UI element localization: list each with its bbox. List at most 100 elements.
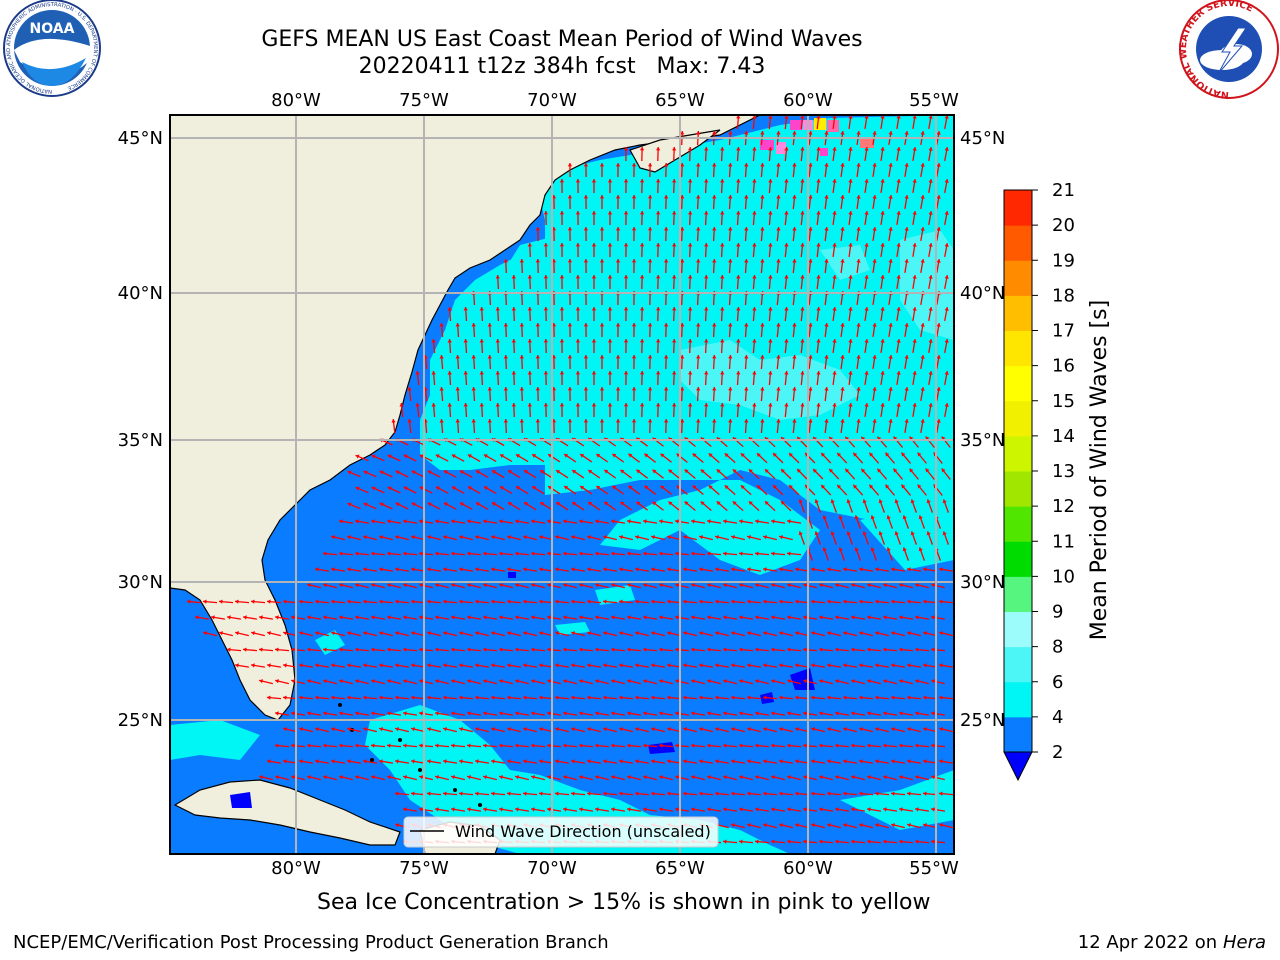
wind-wave-arrow-head (459, 695, 463, 700)
wind-wave-arrow-head (664, 195, 669, 199)
wind-wave-arrow-head (583, 355, 589, 359)
wind-wave-arrow-head (631, 323, 637, 327)
wind-wave-arrow-head (299, 663, 303, 668)
wind-wave-arrow-head (443, 727, 447, 732)
wind-wave-arrow-head (715, 567, 719, 572)
wind-wave-arrow-head (752, 275, 757, 279)
wind-wave-arrow-head (532, 454, 537, 458)
wind-wave-arrow-head (615, 227, 621, 231)
wind-wave-arrow-head (475, 470, 480, 475)
wind-wave-arrow-head (639, 371, 645, 375)
wind-wave-arrow-head (511, 403, 516, 407)
wind-wave-arrow-head (888, 163, 893, 167)
wind-wave-arrow-head (443, 631, 447, 636)
wind-wave-arrow-head (840, 419, 845, 423)
wind-wave-arrow-head (471, 355, 476, 359)
wind-wave-arrow-head (752, 307, 757, 311)
wind-wave-arrow-head (707, 583, 711, 588)
wind-wave-arrow-head (715, 663, 719, 668)
wind-wave-arrow-head (869, 484, 874, 489)
wind-wave-arrow-head (768, 179, 773, 183)
wind-wave-arrow-head (475, 759, 479, 764)
wind-wave-arrow-head (363, 663, 367, 668)
wind-wave-arrow-head (870, 547, 875, 552)
wind-wave-arrow-head (822, 547, 827, 552)
wind-wave-arrow-head (387, 454, 392, 459)
wind-wave-arrow-head (683, 631, 687, 636)
wind-wave-arrow-head (611, 807, 615, 812)
wind-wave-arrow-head (323, 551, 327, 556)
wind-wave-arrow-head (771, 743, 775, 748)
wind-wave-arrow-head (883, 711, 887, 716)
wind-wave-arrow-head (723, 615, 727, 620)
wind-wave-arrow-head (451, 551, 455, 556)
wind-wave-arrow-head (515, 679, 519, 684)
wind-wave-arrow-head (856, 323, 861, 327)
wind-wave-arrow-head (403, 551, 407, 556)
wind-wave-arrow-head (883, 775, 887, 780)
wind-wave-arrow-head (944, 403, 949, 407)
wind-wave-arrow-head (720, 275, 725, 279)
wind-wave-arrow-head (816, 179, 821, 183)
wind-wave-arrow-head (800, 243, 805, 247)
wind-wave-arrow-head (463, 371, 468, 375)
wind-wave-arrow-head (724, 485, 729, 490)
wind-wave-arrow-head (837, 484, 842, 489)
wind-wave-arrow-head (867, 775, 871, 780)
wind-wave-arrow-head (771, 551, 775, 556)
wind-wave-arrow-head (532, 486, 537, 490)
wind-wave-arrow-head (579, 743, 583, 748)
wind-wave-arrow-head (712, 387, 717, 391)
wind-wave-arrow-head (648, 419, 653, 423)
wind-wave-arrow-head (891, 695, 895, 700)
wind-wave-arrow-head (483, 551, 487, 556)
wind-wave-arrow-head (451, 583, 455, 588)
wind-wave-arrow-head (579, 519, 583, 524)
wind-wave-arrow-head (803, 647, 807, 652)
wind-wave-arrow-head (923, 791, 927, 796)
wind-wave-arrow-head (587, 599, 591, 604)
wind-wave-arrow-head (691, 583, 695, 588)
wind-wave-arrow-head (631, 387, 637, 391)
colorbar-label: Mean Period of Wind Waves [s] (1087, 300, 1112, 640)
wind-wave-arrow-head (611, 615, 615, 620)
wind-wave-arrow-head (427, 791, 431, 796)
wind-wave-arrow-head (808, 163, 813, 167)
wind-wave-arrow-head (696, 227, 701, 231)
wind-wave-arrow-head (931, 743, 935, 748)
wind-wave-arrow-head (723, 775, 727, 780)
wind-wave-arrow-head (699, 727, 703, 732)
wind-wave-arrow-head (840, 131, 845, 135)
wind-wave-arrow-head (479, 307, 484, 311)
wind-wave-arrow-head (659, 615, 663, 620)
wind-wave-arrow-head (784, 275, 789, 279)
noaa-center-text: NOAA (30, 21, 75, 37)
wind-wave-arrow-head (942, 531, 947, 536)
wind-wave-arrow-head (539, 791, 543, 796)
wind-wave-arrow-head (688, 403, 693, 407)
wind-wave-arrow-head (591, 403, 597, 407)
wind-wave-arrow-head (651, 695, 655, 700)
wind-wave-arrow-head (547, 615, 551, 620)
wind-wave-arrow-head (739, 711, 743, 716)
wind-wave-arrow-head (875, 759, 879, 764)
wind-wave-arrow-head (848, 339, 853, 343)
wind-wave-arrow-head (700, 501, 705, 506)
colorbar-segment (1004, 330, 1032, 367)
wind-wave-arrow-head (838, 515, 843, 520)
wind-wave-arrow-head (832, 243, 837, 247)
wind-wave-arrow-head (323, 679, 327, 684)
wind-wave-arrow-head (712, 323, 717, 327)
wind-wave-arrow-head (907, 791, 911, 796)
wind-wave-arrow-head (588, 502, 593, 506)
wind-wave-arrow-head (707, 711, 711, 716)
wind-wave-arrow-head (656, 179, 661, 183)
wind-wave-arrow-head (523, 695, 527, 700)
wind-wave-arrow-head (675, 807, 679, 812)
wind-wave-arrow-head (656, 307, 661, 311)
wind-wave-arrow-head (503, 387, 508, 391)
wind-wave-arrow-head (667, 663, 671, 668)
wind-wave-arrow-head (523, 599, 527, 604)
colorbar-segment (1004, 260, 1032, 296)
nws-logo-icon: NATIONAL WEATHER SERVICE (1178, 0, 1279, 100)
